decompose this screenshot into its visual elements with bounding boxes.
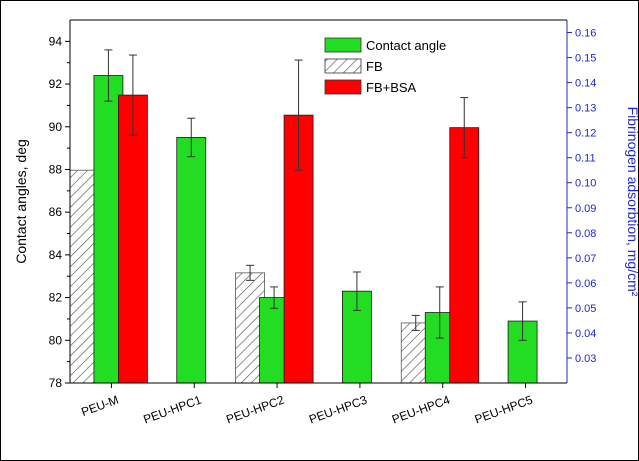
legend-swatch	[324, 58, 362, 74]
left-tick-label: 78	[49, 376, 63, 390]
right-tick-label: 0.16	[575, 28, 596, 40]
fb-bsa-bar	[118, 94, 148, 384]
right-tick-label: 0.12	[575, 128, 596, 140]
legend-label: FB	[366, 59, 383, 74]
right-tick-label: 0.05	[575, 303, 596, 315]
fb-bsa-bar	[449, 127, 480, 384]
legend-label: FB+BSA	[366, 80, 417, 95]
left-tick-label: 88	[49, 162, 63, 176]
x-category-label: PEU-M	[79, 393, 120, 419]
right-tick-label: 0.06	[575, 278, 596, 290]
right-tick-label: 0.13	[575, 103, 596, 115]
right-tick-label: 0.08	[575, 228, 596, 240]
x-category-label: PEU-HPC1	[141, 393, 203, 427]
left-tick-label: 80	[49, 333, 63, 347]
right-tick-label: 0.14	[575, 78, 596, 90]
left-tick-label: 84	[49, 248, 63, 262]
right-tick-label: 0.11	[575, 153, 596, 165]
bars-layer	[69, 49, 538, 384]
left-tick-label: 82	[49, 291, 63, 305]
legend-swatch	[324, 37, 362, 53]
x-category-label: PEU-HPC2	[224, 393, 286, 427]
right-tick-label: 0.10	[575, 178, 596, 190]
left-tick-label: 90	[49, 120, 63, 134]
left-tick-label: 86	[49, 205, 63, 219]
right-tick-label: 0.03	[575, 353, 596, 365]
left-tick-label: 92	[49, 77, 63, 91]
right-tick-label: 0.04	[575, 328, 596, 340]
legend-label: Contact angle	[366, 38, 446, 53]
right-tick-label: 0.07	[575, 253, 596, 265]
x-category-label: PEU-HPC3	[307, 393, 369, 427]
legend: Contact angle FB FB+BSA	[324, 37, 446, 95]
right-tick-label: 0.15	[575, 53, 596, 65]
x-category-label: PEU-HPC4	[390, 393, 452, 427]
right-axis-title: Fibrinogen adsorbtion, mg/cm²	[625, 107, 639, 297]
x-category-label: PEU-HPC5	[473, 393, 535, 427]
left-axis-title: Contact angles, deg	[13, 139, 29, 264]
contact-angle-bar	[176, 137, 207, 384]
legend-swatch	[324, 79, 362, 95]
right-tick-label: 0.09	[575, 203, 596, 215]
left-tick-label: 94	[49, 34, 63, 48]
